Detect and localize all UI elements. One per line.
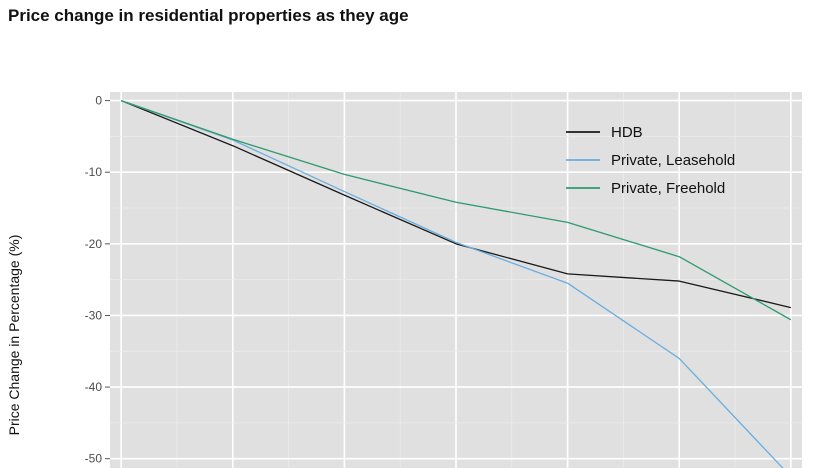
y-tick-label: -30 (85, 308, 103, 322)
y-axis: 0 -10 -20 -30 -40 -50 (85, 94, 110, 466)
legend-label: HDB (611, 124, 643, 141)
grid-lines (110, 92, 802, 468)
series-line (120, 99, 784, 468)
y-tick-label: -20 (85, 237, 103, 251)
series-line (120, 99, 792, 321)
legend-label: Private, Leasehold (611, 152, 735, 169)
legend-label: Private, Freehold (611, 180, 725, 197)
series-line (120, 99, 791, 309)
series-lines (120, 99, 792, 468)
chart-title: Price change in residential properties a… (8, 6, 409, 25)
y-tick-label: -10 (85, 165, 103, 179)
y-tick-label: -40 (85, 380, 103, 394)
legend: HDB Private, Leasehold Private, Freehold (566, 124, 735, 197)
y-axis-title: Price Change in Percentage (%) (6, 235, 22, 436)
y-tick-label: -50 (85, 452, 103, 466)
y-tick-label: 0 (95, 94, 102, 108)
